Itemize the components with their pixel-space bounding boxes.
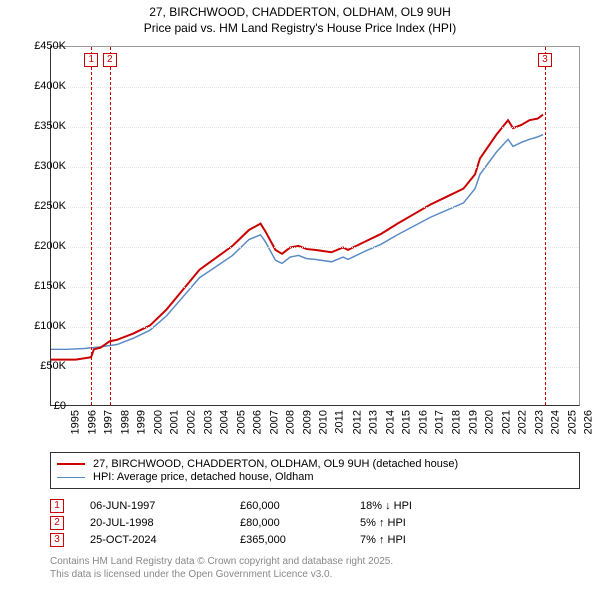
event-row: 1 06-JUN-1997£60,00018% ↓ HPI	[50, 499, 580, 513]
x-axis-label: 2014	[384, 410, 396, 434]
plot-svg	[51, 47, 579, 405]
title-line-1: 27, BIRCHWOOD, CHADDERTON, OLDHAM, OL9 9…	[0, 4, 600, 20]
footer-line-1: Contains HM Land Registry data © Crown c…	[50, 556, 580, 569]
gridline	[51, 367, 579, 368]
legend-item: 27, BIRCHWOOD, CHADDERTON, OLDHAM, OL9 9…	[57, 458, 573, 470]
y-axis-label: £250K	[34, 200, 66, 212]
marker-line	[110, 47, 111, 405]
x-axis-label: 2020	[484, 410, 496, 434]
footer-attribution: Contains HM Land Registry data © Crown c…	[50, 556, 580, 581]
x-axis-label: 2007	[268, 410, 280, 434]
x-axis-label: 2023	[533, 410, 545, 434]
x-axis-label: 2009	[301, 410, 313, 434]
x-axis-label: 2021	[500, 410, 512, 434]
marker-box: 3	[538, 53, 552, 67]
legend-item: HPI: Average price, detached house, Oldh…	[57, 471, 573, 483]
chart-title: 27, BIRCHWOOD, CHADDERTON, OLDHAM, OL9 9…	[0, 0, 600, 36]
event-date: 20-JUL-1998	[90, 517, 240, 529]
x-axis-label: 2001	[169, 410, 181, 434]
y-axis-label: £200K	[34, 240, 66, 252]
x-axis-label: 2008	[285, 410, 297, 434]
legend: 27, BIRCHWOOD, CHADDERTON, OLDHAM, OL9 9…	[50, 452, 580, 489]
footer-line-2: This data is licensed under the Open Gov…	[50, 569, 580, 582]
x-axis-label: 2017	[434, 410, 446, 434]
x-axis-label: 1997	[103, 410, 115, 434]
event-row: 2 20-JUL-1998£80,0005% ↑ HPI	[50, 516, 580, 530]
x-axis-label: 2000	[152, 410, 164, 434]
gridline	[51, 287, 579, 288]
y-axis-label: £300K	[34, 160, 66, 172]
y-axis-label: £50K	[40, 360, 66, 372]
event-delta: 5% ↑ HPI	[360, 517, 406, 529]
x-axis-label: 2018	[450, 410, 462, 434]
y-axis-label: £150K	[34, 280, 66, 292]
x-axis-label: 1999	[136, 410, 148, 434]
legend-label: HPI: Average price, detached house, Oldh…	[93, 471, 314, 483]
event-marker-box: 1	[50, 499, 64, 513]
gridline	[51, 207, 579, 208]
marker-line	[91, 47, 92, 405]
gridline	[51, 127, 579, 128]
legend-swatch	[57, 463, 85, 465]
y-axis-label: £400K	[34, 80, 66, 92]
gridline	[51, 87, 579, 88]
event-table: 1 06-JUN-1997£60,00018% ↓ HPI 2 20-JUL-1998…	[50, 496, 580, 550]
line-chart: 12 3	[50, 46, 580, 406]
event-price: £365,000	[240, 534, 360, 546]
x-axis-label: 2019	[467, 410, 479, 434]
x-axis-label: 2010	[318, 410, 330, 434]
gridline	[51, 247, 579, 248]
x-axis-label: 1995	[69, 410, 81, 434]
x-axis-label: 2013	[368, 410, 380, 434]
x-axis-label: 1996	[86, 410, 98, 434]
legend-swatch	[57, 477, 85, 478]
x-axis-label: 1998	[119, 410, 131, 434]
x-axis-label: 2015	[401, 410, 413, 434]
event-marker-box: 2	[50, 516, 64, 530]
x-axis-label: 2026	[583, 410, 595, 434]
x-axis-label: 2025	[566, 410, 578, 434]
event-marker-box: 3	[50, 533, 64, 547]
x-axis-label: 2006	[252, 410, 264, 434]
title-line-2: Price paid vs. HM Land Registry's House …	[0, 20, 600, 36]
event-price: £80,000	[240, 517, 360, 529]
event-row: 3 25-OCT-2024£365,0007% ↑ HPI	[50, 533, 580, 547]
y-axis-label: £0	[54, 400, 66, 412]
marker-line	[545, 47, 546, 405]
gridline	[51, 167, 579, 168]
series-price_paid	[51, 115, 543, 360]
x-axis-label: 2005	[235, 410, 247, 434]
x-axis-label: 2012	[351, 410, 363, 434]
x-axis-label: 2002	[185, 410, 197, 434]
event-delta: 18% ↓ HPI	[360, 500, 412, 512]
y-axis-label: £450K	[34, 40, 66, 52]
marker-box: 2	[103, 53, 117, 67]
event-date: 06-JUN-1997	[90, 500, 240, 512]
legend-label: 27, BIRCHWOOD, CHADDERTON, OLDHAM, OL9 9…	[93, 458, 458, 470]
y-axis-label: £100K	[34, 320, 66, 332]
x-axis-label: 2016	[417, 410, 429, 434]
y-axis-label: £350K	[34, 120, 66, 132]
x-axis-label: 2004	[219, 410, 231, 434]
event-price: £60,000	[240, 500, 360, 512]
event-date: 25-OCT-2024	[90, 534, 240, 546]
gridline	[51, 327, 579, 328]
x-axis-label: 2011	[334, 410, 346, 434]
x-axis-label: 2024	[550, 410, 562, 434]
x-axis-label: 2003	[202, 410, 214, 434]
x-axis-label: 2022	[517, 410, 529, 434]
marker-box: 1	[84, 53, 98, 67]
event-delta: 7% ↑ HPI	[360, 534, 406, 546]
